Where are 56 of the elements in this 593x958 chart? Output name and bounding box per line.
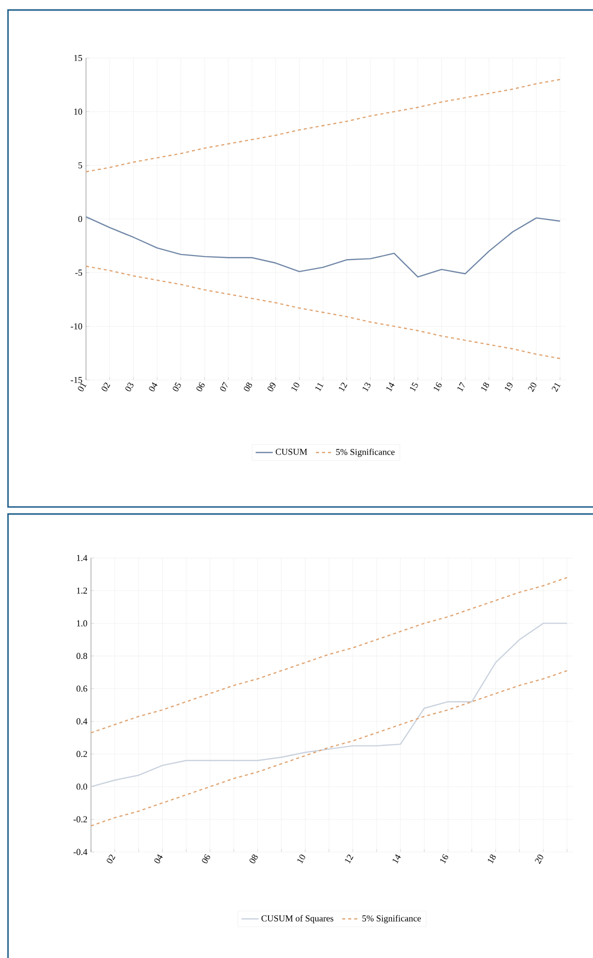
x-tick-label: 20: [534, 854, 544, 864]
y-tick-label: 5: [78, 162, 82, 168]
x-tick-label: 16: [440, 854, 448, 864]
x-tick-label: 06: [196, 382, 205, 392]
y-tick-label: 0.6: [76, 686, 88, 692]
x-tick-label: 06: [202, 854, 210, 864]
x-tick-label: 08: [250, 854, 258, 864]
x-tick-label: 12: [339, 382, 348, 392]
legend-label: CUSUM of Squares: [262, 914, 334, 924]
line-series: [86, 266, 561, 360]
y-tick-label: 15: [74, 54, 82, 62]
y-tick-label: 1.4: [77, 554, 88, 562]
x-tick-label: 14: [392, 854, 401, 864]
y-tick-label: 1.2: [77, 588, 87, 594]
x-tick-label: 13: [362, 382, 370, 392]
y-tick-label: -0.4: [74, 848, 88, 856]
x-tick-label: 01: [78, 383, 87, 392]
y-tick-label: 1.0: [77, 620, 88, 626]
x-tick-label: 10: [292, 382, 300, 392]
x-tick-label: 20: [528, 382, 536, 392]
y-tick-label: 0.4: [76, 718, 88, 724]
x-tick-label: 08: [244, 382, 252, 392]
x-tick-label: 10: [298, 854, 306, 864]
x-tick-label: 14: [386, 382, 394, 392]
x-tick-label: 18: [481, 382, 490, 392]
y-tick-label: -10: [70, 323, 82, 330]
x-tick-label: 02: [106, 854, 116, 864]
line-series: [91, 670, 568, 826]
line-series: [86, 216, 561, 278]
y-tick-label: 10: [74, 108, 82, 115]
x-tick-label: 03: [125, 382, 134, 392]
x-tick-label: 05: [172, 382, 181, 392]
y-tick-label: -0.2: [74, 816, 87, 822]
x-tick-label: 15: [410, 382, 418, 392]
line-series: [86, 78, 561, 172]
legend-label: 5% Significance: [336, 448, 395, 457]
y-tick-label: 0.2: [76, 750, 87, 758]
y-tick-label: 0.0: [76, 784, 88, 790]
x-tick-label: 07: [220, 382, 228, 392]
x-tick-label: 09: [268, 382, 276, 392]
x-tick-label: 19: [505, 382, 513, 392]
x-tick-label: 04: [154, 854, 163, 864]
y-tick-label: -15: [70, 376, 82, 384]
y-tick-label: -5: [75, 270, 82, 276]
y-tick-label: 0.8: [76, 652, 88, 660]
x-tick-label: 11: [316, 383, 324, 392]
x-tick-label: 02: [102, 382, 110, 392]
x-tick-label: 16: [434, 382, 442, 392]
x-tick-label: 17: [458, 382, 465, 392]
x-tick-label: 04: [149, 382, 158, 392]
x-tick-label: 21: [552, 383, 561, 392]
x-tick-label: 12: [345, 854, 354, 864]
x-tick-label: 18: [488, 854, 496, 864]
legend-label: CUSUM: [276, 448, 308, 455]
y-tick-label: 0: [78, 216, 82, 222]
legend-label: 5% Significance: [362, 914, 421, 924]
